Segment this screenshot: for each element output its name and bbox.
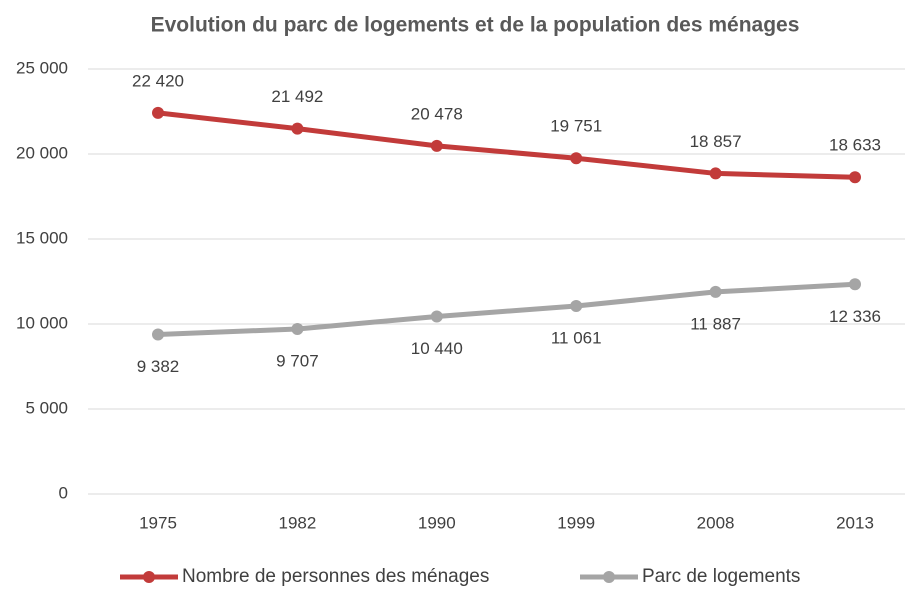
data-label: 12 336	[829, 307, 881, 326]
legend-marker	[143, 571, 155, 583]
data-point	[430, 139, 443, 152]
data-point	[291, 322, 304, 335]
legend-label: Nombre de personnes des ménages	[182, 566, 489, 587]
y-tick-label: 20 000	[16, 143, 68, 162]
series-line	[157, 110, 856, 180]
y-tick-label: 0	[59, 483, 68, 502]
x-tick-label: 1999	[557, 513, 595, 532]
y-tick-label: 10 000	[16, 313, 68, 332]
data-label: 18 633	[829, 136, 881, 155]
x-tick-label: 1982	[278, 513, 316, 532]
data-label: 11 061	[551, 328, 602, 347]
data-point	[152, 328, 164, 341]
data-point	[291, 122, 304, 135]
data-point	[430, 310, 443, 323]
data-label: 9 707	[276, 351, 319, 370]
data-point	[152, 106, 164, 119]
data-point	[570, 152, 583, 165]
data-point	[709, 285, 722, 298]
y-tick-label: 25 000	[16, 58, 68, 77]
x-tick-label: 2008	[697, 513, 735, 532]
series-line	[157, 281, 856, 338]
y-tick-label: 5 000	[25, 398, 68, 417]
chart-title: Evolution du parc de logements et de la …	[151, 14, 800, 37]
legend-marker	[603, 571, 615, 583]
data-label: 9 382	[137, 357, 180, 376]
legend-label: Parc de logements	[642, 566, 800, 587]
data-label: 11 887	[690, 314, 741, 333]
data-point	[849, 278, 861, 291]
data-label: 20 478	[411, 104, 463, 123]
data-label: 19 751	[550, 117, 602, 136]
data-point	[709, 167, 722, 180]
x-tick-label: 2013	[836, 513, 874, 532]
data-label: 10 440	[411, 339, 463, 358]
data-label: 18 857	[690, 132, 742, 151]
data-label: 21 492	[271, 87, 323, 106]
x-tick-label: 1990	[418, 513, 456, 532]
data-label: 22 420	[132, 71, 184, 90]
y-tick-label: 15 000	[16, 228, 68, 247]
data-point	[849, 171, 861, 184]
x-tick-label: 1975	[139, 513, 177, 532]
data-point	[570, 299, 583, 312]
